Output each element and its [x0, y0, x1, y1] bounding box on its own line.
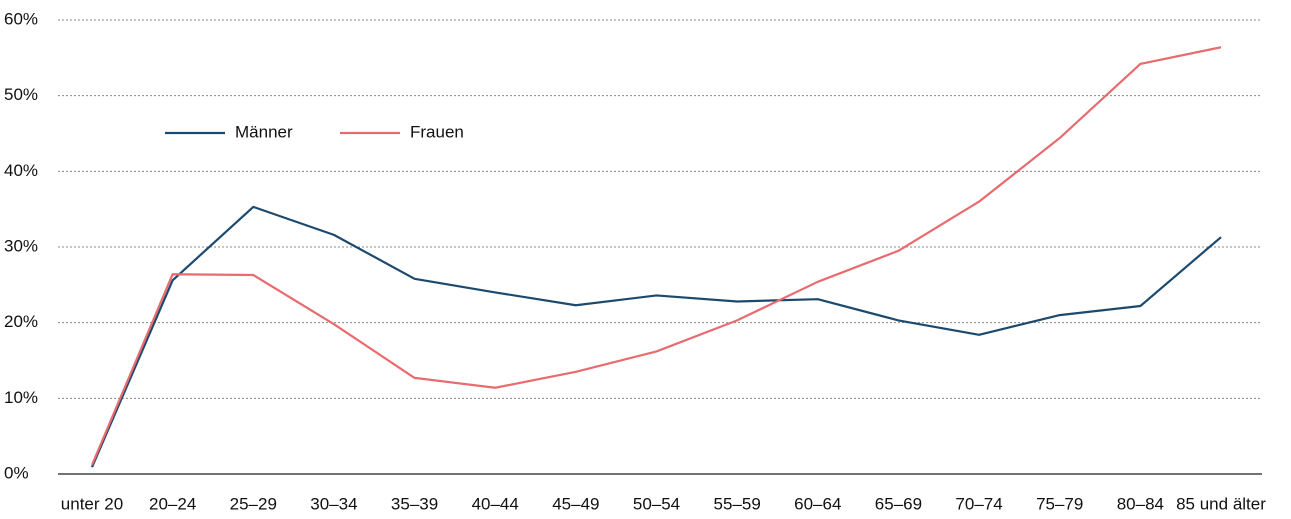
y-tick-label: 50%	[4, 85, 38, 104]
x-tick-label: 20–24	[149, 494, 196, 513]
x-tick-label: 25–29	[230, 494, 277, 513]
x-tick-label: 55–59	[714, 494, 761, 513]
x-tick-label: 60–64	[794, 494, 841, 513]
y-tick-label: 30%	[4, 236, 38, 255]
x-tick-label: unter 20	[61, 494, 123, 513]
y-tick-label: 40%	[4, 161, 38, 180]
legend-label: Männer	[235, 122, 293, 141]
x-tick-label: 50–54	[633, 494, 680, 513]
line-series	[90, 46, 1222, 466]
y-tick-label: 10%	[4, 388, 38, 407]
line-series	[90, 205, 1222, 468]
x-tick-label: 35–39	[391, 494, 438, 513]
x-tick-label: 65–69	[875, 494, 922, 513]
legend-label: Frauen	[410, 122, 464, 141]
x-tick-label: 70–74	[955, 494, 1002, 513]
x-tick-label: 40–44	[472, 494, 519, 513]
x-tick-label: 30–34	[310, 494, 357, 513]
x-tick-label: 85 und älter	[1176, 494, 1266, 513]
x-tick-label: 45–49	[552, 494, 599, 513]
y-tick-label: 0%	[4, 463, 29, 482]
x-tick-label: 75–79	[1036, 494, 1083, 513]
y-tick-label: 20%	[4, 312, 38, 331]
y-tick-label: 60%	[4, 9, 38, 28]
x-tick-label: 80–84	[1117, 494, 1164, 513]
